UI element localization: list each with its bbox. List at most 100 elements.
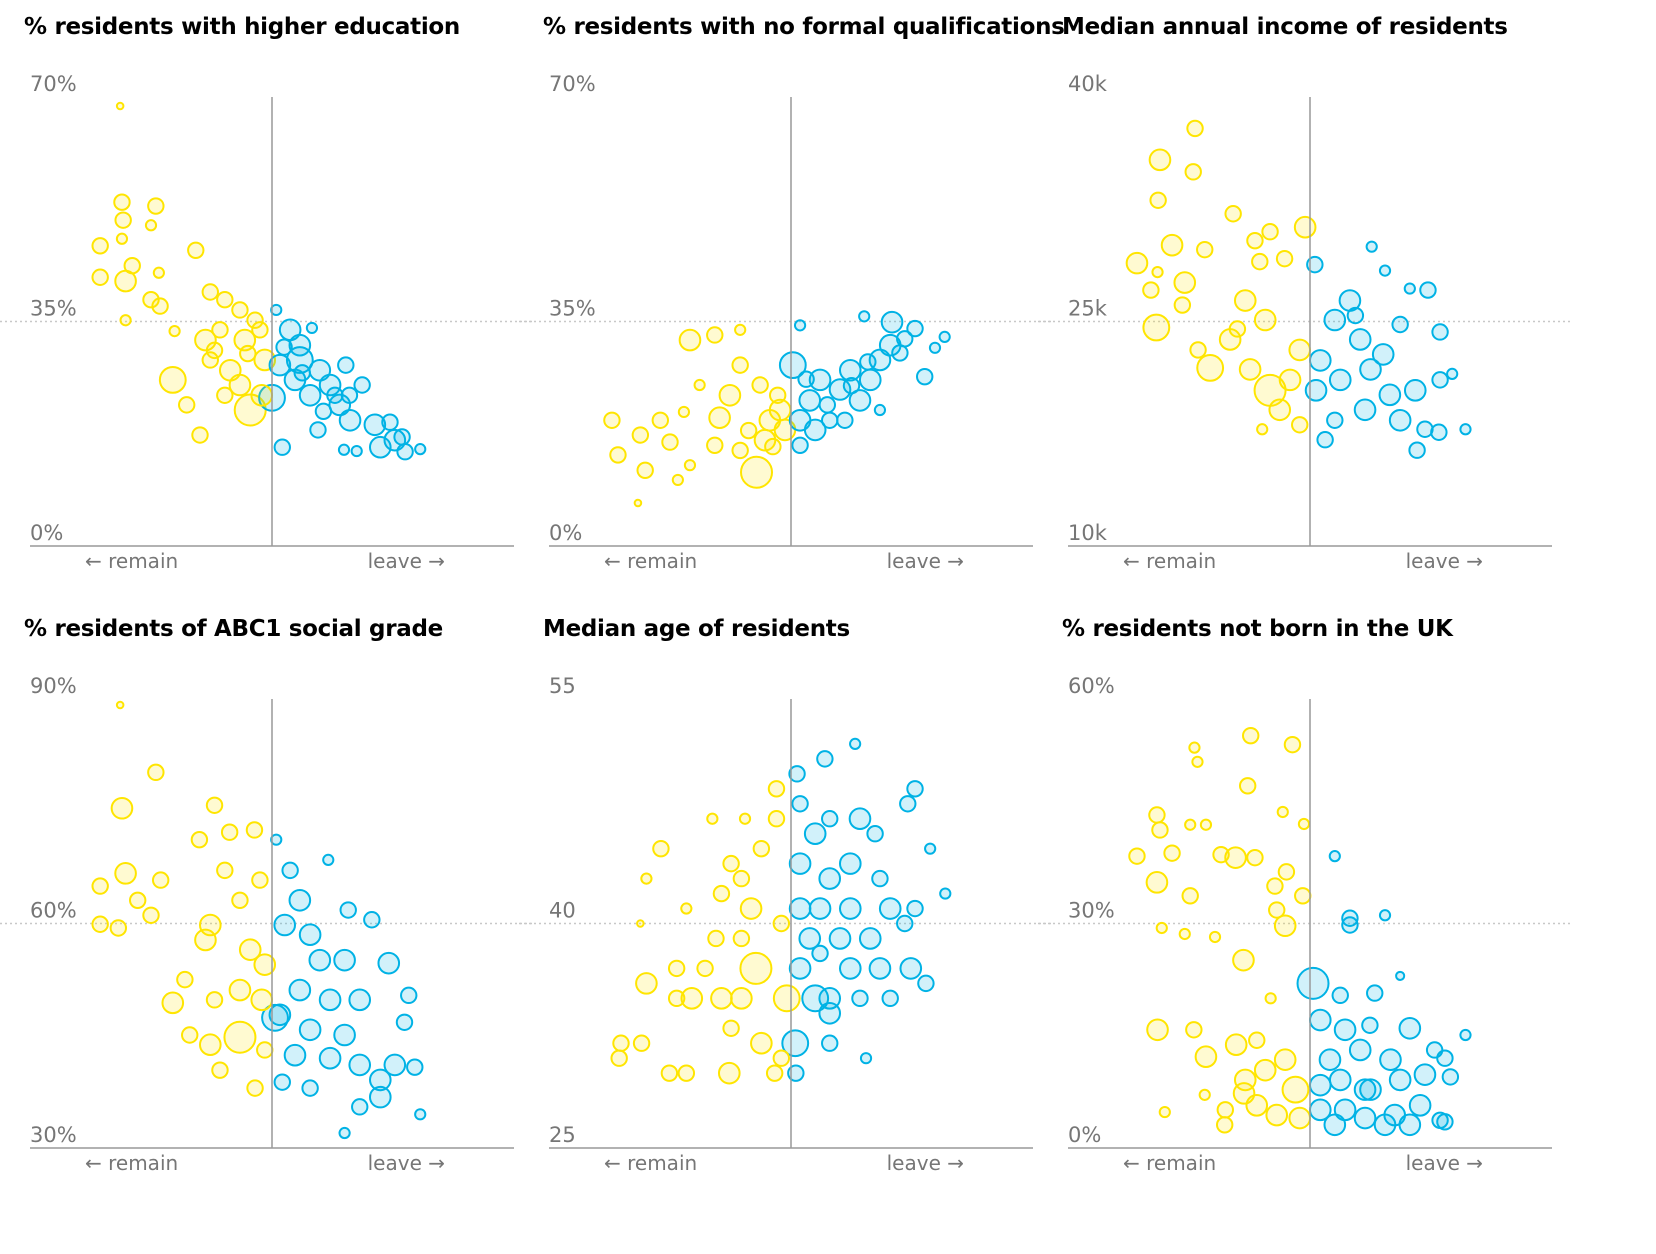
- remain-point: [191, 426, 209, 444]
- remain-point: [151, 297, 169, 315]
- leave-point: [1430, 423, 1448, 441]
- leave-point: [928, 341, 942, 354]
- leave-point: [1398, 1016, 1422, 1040]
- leave-point: [314, 402, 333, 420]
- remain-point: [256, 1041, 274, 1059]
- remain-point: [740, 455, 774, 489]
- leave-point: [859, 353, 877, 371]
- leave-direction-label: leave →: [887, 549, 964, 573]
- leave-point: [1341, 916, 1359, 934]
- panel-higher-education: % residents with higher education 0% 35% 7…: [0, 0, 534, 602]
- leave-point: [338, 1126, 351, 1140]
- remain-point: [640, 872, 653, 885]
- leave-point: [293, 364, 311, 382]
- leave-point: [273, 913, 297, 937]
- remain-point: [205, 991, 224, 1009]
- remain-point: [712, 884, 731, 903]
- remain-point: [128, 891, 147, 910]
- remain-point: [1268, 901, 1286, 919]
- leave-point: [1436, 1049, 1454, 1067]
- y-tick-label: 70%: [30, 72, 77, 96]
- leave-point: [808, 368, 832, 392]
- remain-point: [750, 1031, 773, 1055]
- remain-point: [718, 383, 742, 407]
- remain-point: [1275, 249, 1294, 268]
- leave-point: [838, 852, 862, 875]
- leave-point: [363, 413, 387, 437]
- leave-point: [1359, 358, 1382, 381]
- leave-point: [1366, 984, 1384, 1002]
- leave-point: [308, 948, 332, 972]
- leave-point: [1359, 1078, 1382, 1101]
- remain-point: [661, 433, 679, 451]
- remain-point: [1246, 848, 1264, 867]
- leave-point: [1328, 1068, 1352, 1092]
- remain-point: [246, 311, 264, 329]
- y-tick-label: 60%: [30, 899, 77, 923]
- leave-point: [1316, 431, 1334, 449]
- leave-point: [858, 310, 871, 323]
- remain-point: [609, 446, 627, 464]
- y-tick-label: 55: [549, 674, 576, 698]
- remain-point: [250, 383, 274, 407]
- remain-point: [1215, 1116, 1234, 1134]
- leave-point: [858, 927, 882, 950]
- remain-point: [1238, 777, 1257, 795]
- remain-point: [693, 378, 706, 392]
- leave-point: [818, 396, 836, 414]
- leave-point: [340, 386, 359, 404]
- remain-point: [1246, 231, 1264, 250]
- leave-point: [326, 386, 344, 404]
- leave-point: [838, 957, 862, 980]
- remain-point: [1199, 818, 1213, 831]
- remain-point: [1173, 296, 1192, 314]
- remain-point: [667, 989, 686, 1008]
- remain-point: [1256, 423, 1269, 436]
- leave-point: [818, 867, 842, 890]
- leave-point: [337, 443, 351, 456]
- leave-point: [273, 438, 291, 456]
- y-tick-label: 25: [549, 1123, 576, 1147]
- remain-point: [1189, 341, 1207, 359]
- leave-point: [793, 319, 807, 332]
- leave-point: [1378, 909, 1392, 922]
- remain-point: [751, 376, 769, 394]
- leave-direction-label: leave →: [887, 1151, 964, 1175]
- remain-direction-label: ← remain: [85, 1151, 178, 1175]
- leave-point: [283, 1043, 307, 1067]
- leave-point: [377, 951, 401, 975]
- remain-point: [722, 854, 740, 873]
- remain-point: [168, 325, 181, 338]
- leave-point: [1323, 1113, 1347, 1137]
- leave-point: [891, 344, 909, 362]
- y-tick-label: 40k: [1068, 72, 1108, 96]
- leave-point: [273, 1073, 291, 1091]
- leave-point: [1408, 1094, 1432, 1117]
- remain-point: [1264, 992, 1277, 1005]
- leave-point: [1413, 1063, 1437, 1086]
- remain-point: [1216, 1101, 1235, 1119]
- leave-point: [288, 889, 312, 912]
- leave-point: [939, 887, 952, 900]
- leave-point: [880, 310, 904, 334]
- remain-point: [246, 1079, 264, 1097]
- leave-point: [838, 358, 862, 382]
- remain-point: [1268, 398, 1292, 422]
- leave-point: [828, 927, 852, 950]
- remain-point: [147, 197, 165, 215]
- remain-point: [113, 193, 131, 211]
- remain-point: [1145, 871, 1169, 894]
- remain-point: [765, 1064, 784, 1082]
- remain-point: [1248, 1031, 1266, 1049]
- remain-point: [228, 373, 252, 397]
- remain-point: [115, 232, 129, 245]
- leave-point: [787, 1064, 805, 1082]
- remain-point: [772, 1049, 791, 1067]
- leave-point: [1348, 328, 1372, 351]
- remain-point: [216, 386, 234, 404]
- remain-point: [739, 951, 773, 985]
- remain-point: [1224, 205, 1242, 223]
- remain-point: [633, 498, 643, 508]
- leave-point: [788, 957, 812, 980]
- leave-point: [788, 765, 806, 783]
